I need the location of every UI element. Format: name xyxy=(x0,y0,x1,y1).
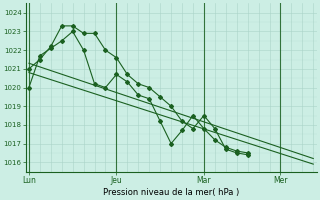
X-axis label: Pression niveau de la mer( hPa ): Pression niveau de la mer( hPa ) xyxy=(103,188,239,197)
